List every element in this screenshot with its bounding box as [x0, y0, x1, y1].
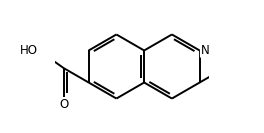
Text: N: N	[201, 44, 209, 57]
Text: HO: HO	[20, 44, 38, 57]
Text: O: O	[59, 98, 68, 111]
